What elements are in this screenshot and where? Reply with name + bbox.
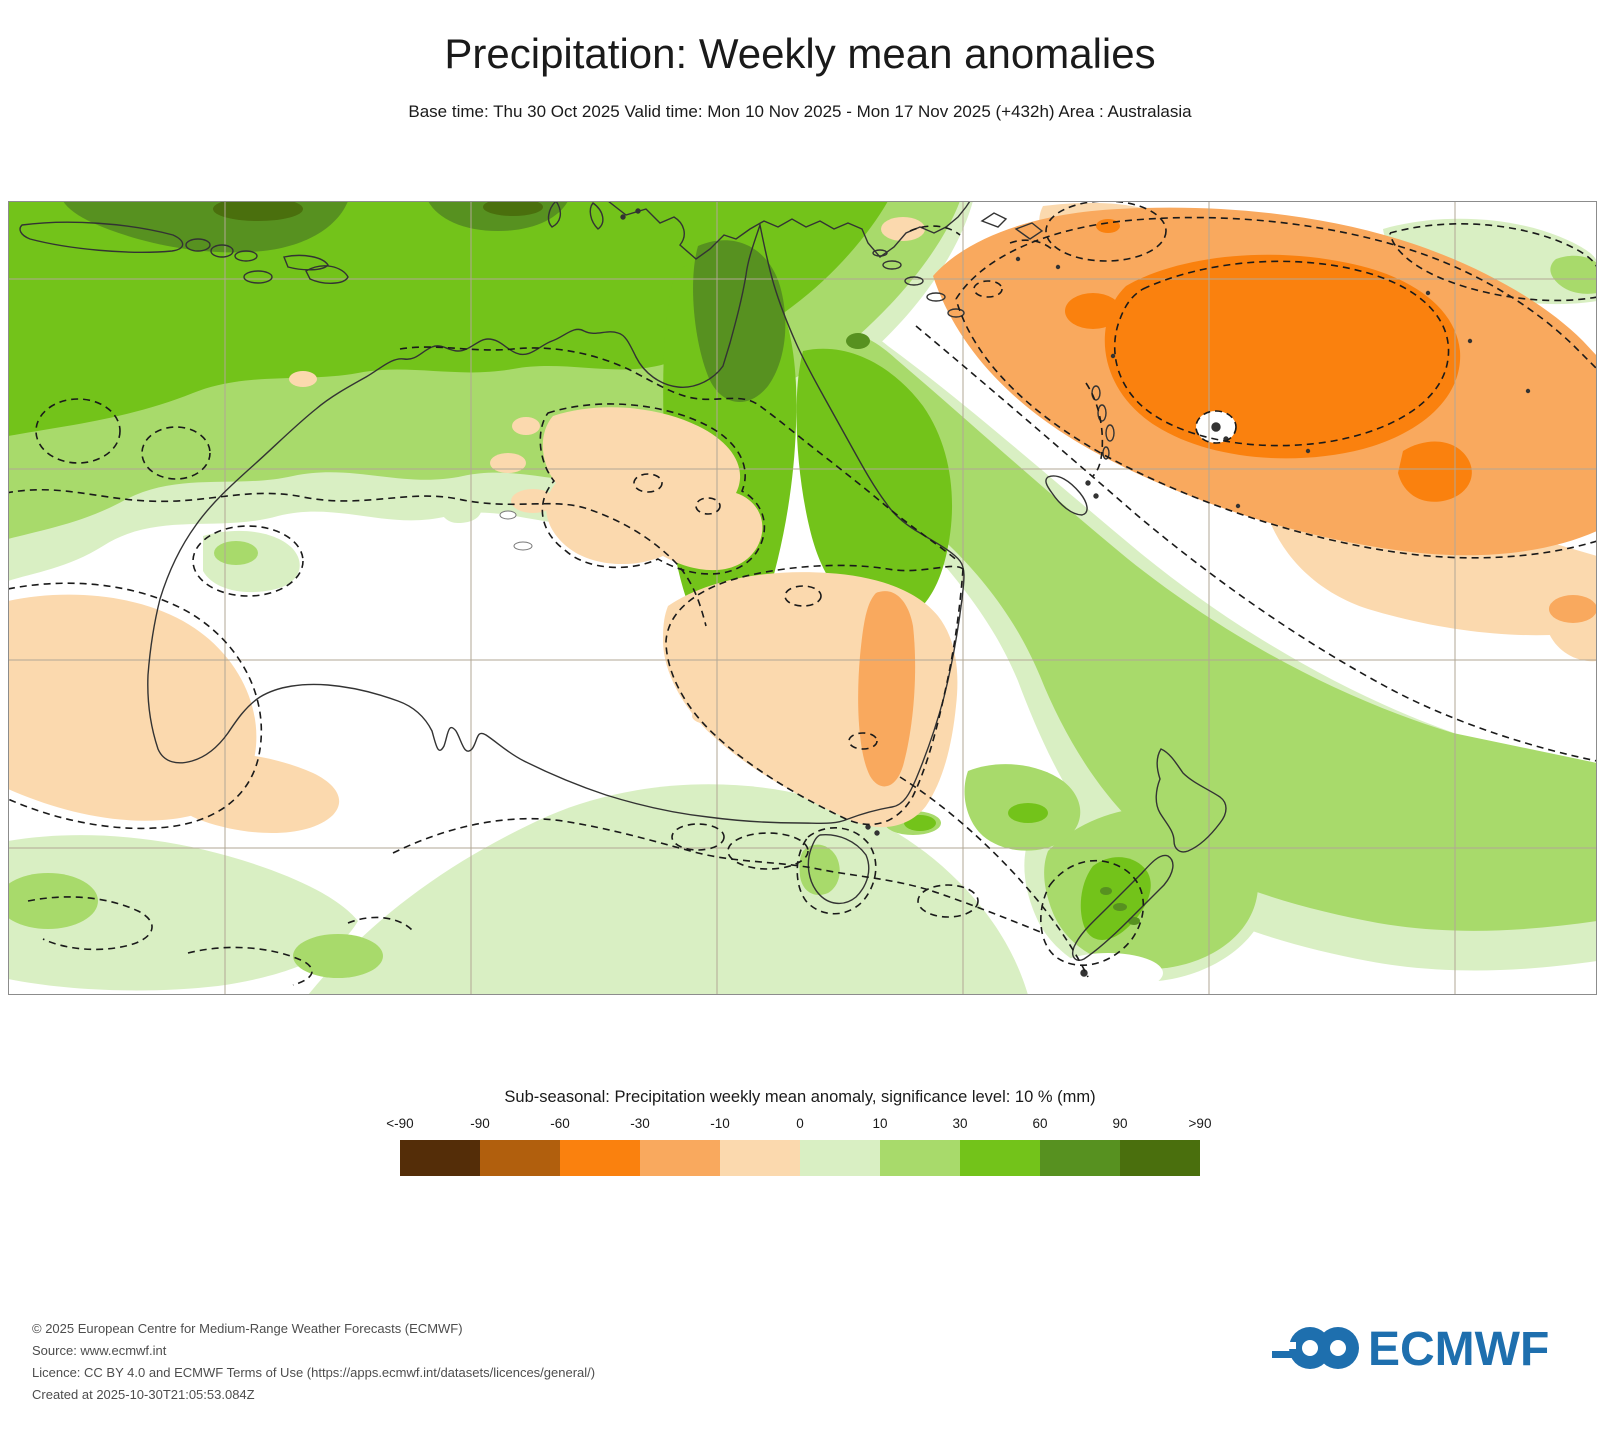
legend-tick-label: 30 <box>952 1116 968 1131</box>
colorbar-legend: Sub-seasonal: Precipitation weekly mean … <box>0 1088 1600 1176</box>
coastlines <box>19 199 1531 977</box>
australia-coastline <box>147 222 965 825</box>
footer-licence: Licence: CC BY 4.0 and ECMWF Terms of Us… <box>32 1365 596 1380</box>
legend-tick-label: -10 <box>710 1116 730 1131</box>
legend-ticks: <-90 -90 -60 -30 -10 0 10 30 60 90 >90 <box>386 1116 1211 1134</box>
legend-tick-label: -60 <box>550 1116 570 1131</box>
map-canvas <box>0 197 1598 995</box>
legend-tick-label: -30 <box>630 1116 650 1131</box>
ecmwf-logo: ECMWF <box>1272 1320 1572 1376</box>
ecmwf-logo-mark <box>1272 1327 1359 1369</box>
legend-tick-label: <-90 <box>386 1116 414 1131</box>
legend-swatch <box>560 1140 640 1176</box>
legend-swatch <box>960 1140 1040 1176</box>
legend-swatch <box>1040 1140 1120 1176</box>
footer-copyright: © 2025 European Centre for Medium-Range … <box>32 1321 463 1336</box>
legend-swatch <box>400 1140 480 1176</box>
nz-south-island-coastline <box>1072 854 1174 961</box>
legend-title: Sub-seasonal: Precipitation weekly mean … <box>504 1088 1096 1106</box>
timor-coastline <box>305 265 349 284</box>
legend-swatch <box>800 1140 880 1176</box>
page-title: Precipitation: Weekly mean anomalies <box>444 30 1156 77</box>
nz-north-island-coastline <box>1155 748 1227 853</box>
java-coastline <box>19 221 184 253</box>
legend-swatch <box>640 1140 720 1176</box>
chart-subtitle: Base time: Thu 30 Oct 2025 Valid time: M… <box>408 102 1192 121</box>
legend-tick-label: -90 <box>470 1116 490 1131</box>
legend-swatch <box>480 1140 560 1176</box>
anomaly-map <box>0 197 1598 995</box>
legend-swatch <box>880 1140 960 1176</box>
legend-tick-label: 0 <box>796 1116 804 1131</box>
legend-tick-label: 60 <box>1032 1116 1048 1131</box>
legend-tick-label: >90 <box>1188 1116 1212 1131</box>
legend-swatch <box>1120 1140 1200 1176</box>
legend-swatch <box>720 1140 800 1176</box>
footer-attribution: © 2025 European Centre for Medium-Range … <box>32 1318 595 1406</box>
footer-source: Source: www.ecmwf.int <box>32 1343 167 1358</box>
significance-contours <box>5 200 1598 986</box>
map-gridlines <box>8 201 1597 995</box>
footer-created-at: Created at 2025-10-30T21:05:53.084Z <box>32 1387 255 1402</box>
legend-tick-label: 10 <box>872 1116 888 1131</box>
new-caledonia-coastline <box>1045 475 1088 516</box>
legend-tick-label: 90 <box>1112 1116 1128 1131</box>
new-guinea-coastline <box>607 200 971 260</box>
ecmwf-logo-text: ECMWF <box>1368 1323 1549 1376</box>
tasmania-coastline <box>807 834 870 904</box>
legend-swatches <box>400 1140 1200 1176</box>
